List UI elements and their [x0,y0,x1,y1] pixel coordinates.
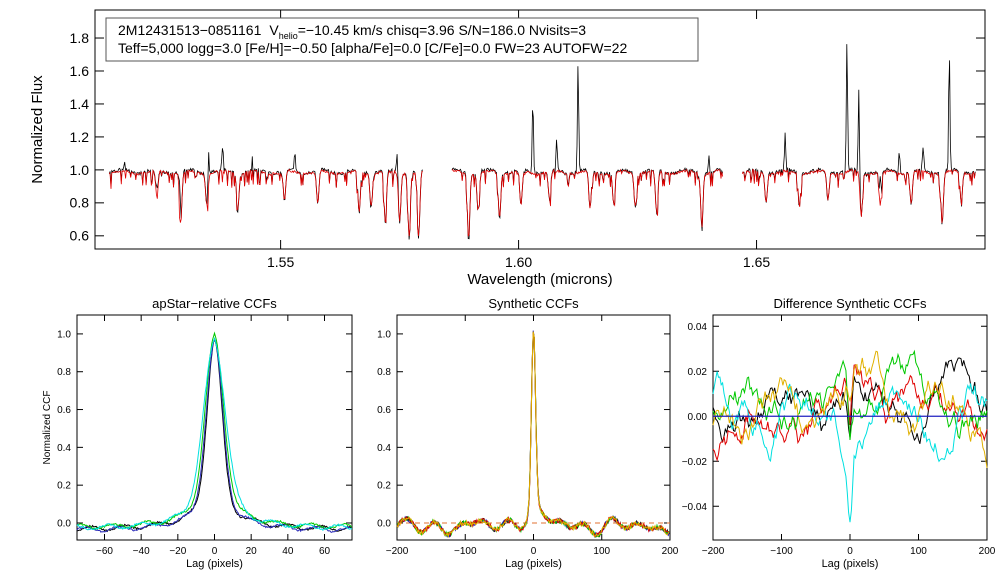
x-tick-label: 1.65 [743,254,770,270]
y-tick-label: 0.6 [70,228,90,244]
x-tick-label: 100 [593,546,610,557]
ccf-series-visit-2 [76,338,353,533]
apstar-ccf-panel: −60 −40 −20 0 20 40 60 0.0 0.2 0.4 0.6 0.8 1.0 Lag (p… [42,296,353,570]
fit-stats: =−10.45 km/s chisq=3.96 S/N=186.0 Nvisit… [298,22,587,38]
y-tick-label: 0.0 [377,518,391,529]
y-axis-label: Normalized Flux [29,75,46,184]
observed-spectrum-chip-2 [451,66,724,240]
x-tick-label: 40 [282,546,294,557]
x-tick-label: 200 [979,546,996,557]
annotation-line-2: Teff=5,000 logg=3.0 [Fe/H]=−0.50 [alpha/… [118,40,627,56]
x-tick-label: −40 [133,546,150,557]
chart-title: Synthetic CCFs [488,296,579,311]
x-tick-label: 100 [910,546,927,557]
star-id: 2M12431513−0851161 [118,22,262,38]
plot-frame [396,314,671,541]
x-tick-label: 0 [847,546,853,557]
y-tick-label: 0.4 [377,443,391,454]
plot-frame [94,9,986,250]
difference-series-diff-4 [712,371,988,523]
y-tick-label: 0.6 [57,405,71,416]
x-tick-label: 60 [319,546,331,557]
synthetic-spectrum-chip-1 [108,168,423,237]
v-subscript: helio [279,31,298,41]
x-tick-label: −20 [169,546,186,557]
x-tick-label: 0 [531,546,537,557]
ccf-series-visit-1 [76,338,353,533]
ccf-series-visit-2 [396,330,670,539]
y-tick-label: 0.04 [688,322,708,333]
synthetic-ccf-panel: −200 −100 0 100 200 0.0 0.2 0.4 0.6 0.8 1.0 Lag (pi… [377,296,679,570]
ccf-series-visit-3 [396,333,670,538]
x-axis-label: Lag (pixels) [505,558,562,570]
ccf-series-visit-5 [396,331,670,539]
y-tick-label: 0.6 [377,405,391,416]
x-tick-label: 200 [662,546,679,557]
x-tick-label: 20 [246,546,258,557]
y-tick-label: 1.0 [57,329,71,340]
x-tick-label: −200 [386,546,409,557]
difference-ccf-panel: −200 −100 0 100 200 −0.04 −0.02 0.00 0.02 0.04 Lag… [682,296,996,570]
difference-series-diff-3 [712,349,988,441]
synthetic-spectrum-chip-3 [741,168,976,223]
y-tick-label: 0.8 [57,367,71,378]
y-tick-label: 1.2 [70,129,90,145]
spectrum-panel: 1.55 1.60 1.65 0.6 0.8 1.0 1.2 1.4 1.6 1.8 Wavelen… [29,9,986,288]
y-tick-label: 0.2 [57,481,71,492]
y-tick-label: 0.2 [377,481,391,492]
ccf-series-visit-4 [76,336,353,531]
x-tick-label: 0 [212,546,218,557]
y-tick-label: −0.04 [682,502,708,513]
x-axis-label: Wavelength (microns) [467,271,612,288]
x-tick-label: −200 [702,546,725,557]
y-tick-label: 0.02 [688,367,708,378]
ccf-series-visit-1 [396,331,670,538]
y-tick-label: 1.4 [70,96,90,112]
x-axis-label: Lag (pixels) [186,558,243,570]
difference-series-diff-2 [712,364,988,462]
x-tick-label: −100 [454,546,477,557]
difference-series-diff-5 [712,350,988,468]
y-tick-label: −0.02 [682,457,708,468]
y-tick-label: 0.4 [57,443,71,454]
ccf-series-visit-4 [396,332,670,538]
chart-title: Difference Synthetic CCFs [774,296,927,311]
annotation-line-1: 2M12431513−0851161 Vhelio=−10.45 km/s chi… [118,22,586,41]
x-tick-label: −60 [96,546,113,557]
y-tick-label: 1.0 [377,329,391,340]
y-tick-label: 0.0 [57,518,71,529]
x-tick-label: 1.55 [267,254,294,270]
y-tick-label: 1.0 [70,162,90,178]
y-tick-label: 0.8 [377,367,391,378]
observed-spectrum-chip-3 [742,44,976,225]
y-axis-label: Normalized CCF [42,391,53,465]
v-symbol: V [269,22,279,38]
annotation-box [105,17,699,62]
x-tick-label: 1.60 [505,254,532,270]
y-tick-label: 0.8 [70,195,90,211]
plot-frame [76,314,353,541]
chart-title: apStar−relative CCFs [152,296,277,311]
y-tick-label: 1.6 [70,63,90,79]
x-axis-label: Lag (pixels) [822,558,879,570]
ccf-series-visit-3 [76,331,353,530]
y-tick-label: 0.00 [688,412,708,423]
synthetic-spectrum-chip-2 [451,168,724,237]
x-tick-label: −100 [770,546,793,557]
y-tick-label: 1.8 [70,30,90,46]
